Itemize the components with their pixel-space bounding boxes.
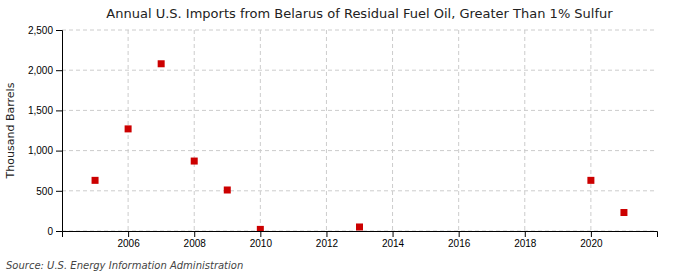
grid-line	[458, 30, 459, 231]
tick-mark	[260, 231, 261, 237]
tick-mark	[56, 30, 62, 31]
tick-label: 1,000	[28, 145, 53, 156]
points	[92, 60, 628, 231]
grid-line	[524, 30, 525, 231]
tick: 2018	[514, 231, 537, 249]
plot-area: 2006 2008 2010 2012 2014 2016 2018 2020 0 500 1,00…	[28, 25, 658, 249]
point	[191, 158, 198, 165]
tick: 2,500	[28, 25, 62, 36]
tick-mark	[459, 231, 460, 237]
point	[224, 186, 231, 193]
grid	[62, 30, 657, 231]
tick-label: 2014	[382, 238, 405, 249]
tick: 500	[36, 186, 62, 197]
tick-label: 2018	[514, 238, 537, 249]
point	[620, 209, 627, 216]
grid-line	[590, 30, 591, 231]
tick-mark	[56, 110, 62, 111]
y-axis: 0 500 1,000 1,500 2,000 2,500	[28, 25, 63, 237]
tick-label: 2010	[250, 238, 273, 249]
tick: 2012	[316, 231, 339, 249]
point	[587, 177, 594, 184]
tick-label: 2,500	[28, 25, 53, 36]
tick-label: 2016	[448, 238, 471, 249]
point	[92, 177, 99, 184]
point	[356, 223, 363, 230]
tick: 2,000	[28, 65, 62, 76]
tick-mark	[591, 231, 592, 237]
y-axis-title: Thousand Barrels	[4, 82, 17, 179]
tick: 0	[47, 226, 62, 237]
grid-line	[194, 30, 195, 231]
tick-mark	[194, 231, 195, 237]
grid-line	[62, 30, 657, 31]
axis-line	[63, 232, 658, 238]
tick-label: 2006	[117, 238, 140, 249]
tick-label: 2008	[184, 238, 207, 249]
tick: 2010	[250, 231, 273, 249]
axis-line	[56, 31, 63, 232]
point	[125, 125, 132, 132]
tick-label: 1,500	[28, 105, 53, 116]
tick-mark	[56, 231, 62, 232]
point	[257, 226, 264, 231]
tick: 2006	[117, 231, 140, 249]
tick-mark	[56, 151, 62, 152]
tick-label: 2,000	[28, 65, 53, 76]
grid-line	[260, 30, 261, 231]
chart: 2006 2008 2010 2012 2014 2016 2018 2020 0 500 1,00…	[0, 0, 675, 275]
grid-line	[62, 150, 657, 151]
grid-line	[62, 70, 657, 71]
tick: 2016	[448, 231, 471, 249]
title: Annual U.S. Imports from Belarus of Resi…	[106, 6, 613, 21]
grid-line	[326, 30, 327, 231]
tick: 1,500	[28, 105, 62, 116]
grid-line	[392, 30, 393, 231]
tick: 2008	[184, 231, 207, 249]
tick: 2014	[382, 231, 405, 249]
tick-mark	[525, 231, 526, 237]
tick-mark	[56, 191, 62, 192]
tick-label: 0	[47, 226, 53, 237]
tick: 2020	[580, 231, 603, 249]
grid-line	[62, 190, 657, 191]
point	[158, 60, 165, 67]
tick: 1,000	[28, 145, 62, 156]
tick-mark	[326, 231, 327, 237]
x-axis: 2006 2008 2010 2012 2014 2016 2018 2020	[63, 231, 658, 249]
tick-label: 2012	[316, 238, 339, 249]
tick-label: 2020	[580, 238, 603, 249]
tick-mark	[393, 231, 394, 237]
grid-line	[62, 110, 657, 111]
tick-label: 500	[36, 186, 53, 197]
annotation: Source: U.S. Energy Information Administ…	[6, 260, 243, 271]
tick-mark	[128, 231, 129, 237]
tick-mark	[56, 70, 62, 71]
